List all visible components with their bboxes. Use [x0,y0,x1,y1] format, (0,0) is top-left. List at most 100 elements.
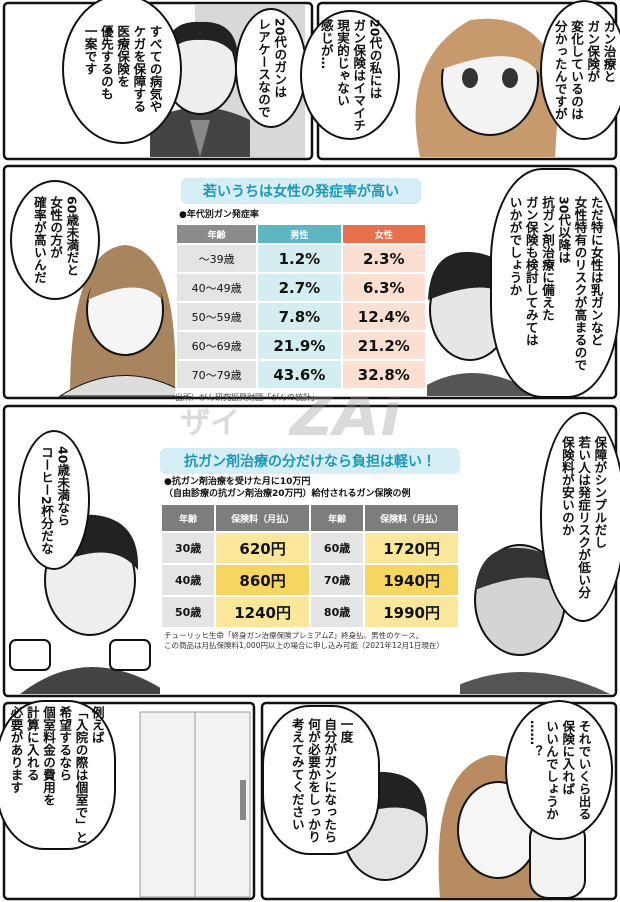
cell: 70歳 [310,565,364,596]
bubble-line: ケガを保障する [131,25,147,113]
speech-bubble: 例えば 「入院の際は個室で」と 希望するなら 個室料金の費用を 計算に入れる 必要がありま… [0,700,116,850]
note: （自由診療の抗ガン剤治療20万円）給付されるガン保険の例 [164,488,411,499]
bubble-line: 医療保険を [115,25,131,88]
bubble-line: 分かったんですが [552,20,568,120]
bubble-text: それでいくら出る 保険に入れば いいんでしょうか……？ [527,720,592,820]
bubble-line: 60歳未満だと [64,196,80,277]
bubble-line: 個室料金の費用を [41,706,56,807]
bubble-line: いかがでしょうか [507,195,523,296]
cell: 1720円 [365,533,458,564]
bubble-line: 若い人は発症リスクが低い分 [576,435,592,599]
speech-bubble: 20代の私には ガン保険はイマイチ 現実的じゃない 感じが… [300,10,400,140]
speech-bubble: すべての病気や ケガを保障する 医療保険を 優先するのも 一案です [62,0,182,144]
bubble-text: ただ特に女性は乳ガンなど 女性特有のリスクが高まるので 30代以降は 抗ガン剤治療に備… [506,196,604,371]
row: ～39歳 1.2% 2.3% [177,245,425,272]
bubble-line: 計算に入れる [24,706,40,782]
cell: 1.2% [258,245,341,272]
note: ●抗ガン剤治療を受けた月に10万円 [164,477,311,487]
bubble-line: ガン保険はイマイチ [351,18,367,132]
bubble-line: ガン保険も検討してみては [523,195,539,346]
bubble-line: 20代の私には [367,18,383,99]
watermark-main: ザイ [180,406,240,441]
bubble-line: 女性の方が [48,196,64,259]
table-title: 抗ガン剤治療の分だけなら負担は軽い！ [160,448,460,474]
bubble-line: 例えば [89,706,105,744]
bubble-line: 変化しているのは [569,20,584,120]
bubble-line: 40歳未満なら [55,445,71,526]
cell: 50～59歳 [177,303,257,330]
cell: 2.7% [258,274,341,301]
bubble-line: 保険に入れば [560,720,576,795]
bubble-line: 現実的じゃない [335,18,350,107]
bubble-line: 「入院の際は個室で」と [73,706,89,844]
bubble-line: 考えてみてください [289,717,305,831]
bubble-line: 一案です [82,25,98,76]
speech-bubble: 20代のガンは レアケースなので [235,8,307,128]
bubble-line: 希望するなら [57,706,73,782]
cell: 60～69歳 [177,332,257,359]
cell: 1940円 [365,565,458,596]
cell: 60歳 [310,533,364,564]
header-cell: 男性 [258,225,341,243]
bubble-text: 60歳未満だと 女性の方が 確率が高いんだ [31,196,80,284]
bubble-text: 20代のガンは レアケースなので [255,18,288,118]
cell: 2.3% [342,245,425,272]
bubble-text: 20代の私には ガン保険はイマイチ 現実的じゃない 感じが… [318,19,383,132]
bubble-line: すべての病気や [147,25,163,113]
bubble-line: ただ特に女性は乳ガンなど [588,195,604,346]
speech-bubble: 保障がシンプルだし 若い人は発症リスクが低い分 保険料が安いのか [540,412,620,622]
row: 50～59歳 7.8% 12.4% [177,303,425,330]
row: 40～49歳 2.7% 6.3% [177,274,425,301]
cell: ～39歳 [177,245,257,272]
header-row: 年齢 保険料（月払） 年齢 保険料（月払） [162,505,458,532]
bubble-line: 必要があります [8,706,24,794]
premium-table: 抗ガン剤治療の分だけなら負担は軽い！ ●抗ガン剤治療を受けた月に10万円 （自由… [160,448,460,694]
bubble-line: 30代以降は [556,195,572,263]
row: 60～69歳 21.9% 21.2% [177,332,425,359]
header-cell: 年齢 [310,505,364,532]
speech-bubble: 60歳未満だと 女性の方が 確率が高いんだ [10,180,100,300]
row: 40歳 860円 70歳 1940円 [162,565,458,596]
footnote: チューリッヒ生命「終身ガン治療保険プレミアムZ」終身払、男性のケース。 [164,631,424,641]
bubble-line: 確率が高いんだ [31,196,47,284]
cell: 12.4% [342,303,425,330]
incidence-table: 若いうちは女性の発症率が高い ●年代別ガン発症率 年齢 男性 女性 ～39歳 1.2% 2… [175,178,427,402]
footnote: この商品は月払保険料1,000円以上の場合に申し込み可能（2021年12月1日現… [164,641,444,651]
bubble-line: ガン治療と [601,20,617,83]
speech-bubble: ガン治療と ガン保険が 変化しているのは 分かったんですが [540,0,620,140]
cell: 620円 [216,533,309,564]
header-cell: 女性 [342,225,425,243]
bubble-line: ガン保険が [585,20,601,83]
bubble-text: 保障がシンプルだし 若い人は発症リスクが低い分 保険料が安いのか [559,436,608,599]
table: 年齢 保険料（月払） 年齢 保険料（月払） 30歳 620円 60歳 1720円 40歳 860円… [160,503,460,629]
speech-bubble: 40歳未満なら コーヒー2杯分だな [18,430,90,570]
speech-bubble: ただ特に女性は乳ガンなど 女性特有のリスクが高まるので 30代以降は 抗ガン剤治療に備… [490,168,620,398]
bubble-text: すべての病気や ケガを保障する 医療保険を 優先するのも 一案です [81,25,163,113]
cell: 1240円 [216,597,309,628]
bubble-line: 保険料が安いのか [559,435,575,536]
bubble-line: 20代のガンは [272,18,288,98]
bubble-line: 保障がシンプルだし [592,435,608,549]
cell: 7.8% [258,303,341,330]
bubble-line: レアケースなので [256,18,271,118]
table-subtitle: ●年代別ガン発症率 [179,210,259,220]
table-footnotes: チューリッヒ生命「終身ガン治療保険プレミアムZ」終身払、男性のケース。 この商品… [164,631,456,651]
bubble-text: 一度 自分がガンになったら 何が必要かをしっかり 考えてみてください [289,718,354,843]
cell: 80歳 [310,597,364,628]
speech-bubble: 一度 自分がガンになったら 何が必要かをしっかり 考えてみてください [262,705,380,855]
cell: 32.8% [342,361,425,388]
bubble-line: それでいくら出る [576,720,592,820]
background [139,711,251,898]
speech-bubble: それでいくら出る 保険に入れば いいんでしょうか……？ [505,700,613,840]
header-cell: 年齢 [177,225,257,243]
bubble-text: ガン治療と ガン保険が 変化しているのは 分かったんですが [552,20,617,120]
bubble-text: 例えば 「入院の際は個室で」と 希望するなら 個室料金の費用を 計算に入れる 必要がありま… [7,706,105,844]
cell: 860円 [216,565,309,596]
cell: 50歳 [162,597,215,628]
cell: 21.9% [258,332,341,359]
character [58,245,540,397]
header-row: 年齢 男性 女性 [177,225,425,243]
cell: 21.2% [342,332,425,359]
bubble-line: 女性特有のリスクが高まるので [572,195,588,371]
